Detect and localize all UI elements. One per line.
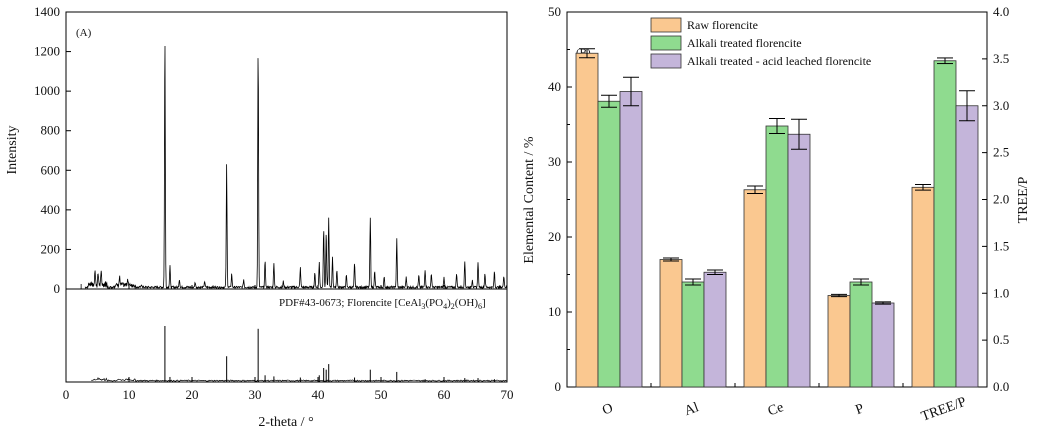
bar bbox=[911, 186, 935, 388]
bar bbox=[743, 189, 767, 388]
panel-a-label: (A) bbox=[76, 27, 92, 39]
bar bbox=[871, 302, 895, 388]
category-label: Ce bbox=[766, 400, 786, 419]
panel-a-y-tick-label: 1000 bbox=[34, 83, 60, 98]
panel-a-y-tick-label: 0 bbox=[54, 281, 61, 296]
panel-a-x-tick-label: 60 bbox=[438, 387, 451, 402]
xrd-curve bbox=[84, 45, 508, 290]
panel-b-y-tick-label: 50 bbox=[548, 4, 561, 19]
panel-a-y-tick-label: 800 bbox=[41, 123, 61, 138]
panel-a-y-tick-label: 1200 bbox=[34, 44, 60, 59]
panel-a-frame bbox=[65, 11, 508, 383]
panel-a-x-tick-label: 10 bbox=[123, 387, 136, 402]
panel-a-x-tick-label: 20 bbox=[186, 387, 199, 402]
panel-b-y2-tick-label: 0.0 bbox=[993, 379, 1009, 394]
panel-b-y2-tick-label: 1.0 bbox=[993, 285, 1009, 300]
bar bbox=[619, 91, 643, 388]
bar bbox=[575, 52, 599, 388]
panel-b-right-ticks: 0.0 0.5 1.0 1.5 2.0 2.5 3.0 3.5 4.0 bbox=[982, 4, 1009, 394]
panel-a-y-tick-label: 200 bbox=[41, 241, 61, 256]
panel-b-y-tick-label: 10 bbox=[548, 304, 561, 319]
panel-b-y2-title: TREE/P bbox=[1016, 176, 1031, 223]
panel-a-y-tick-label: 600 bbox=[41, 162, 61, 177]
xrd-pattern bbox=[80, 45, 508, 290]
category-label: Al bbox=[683, 400, 701, 419]
reference-pattern bbox=[91, 326, 508, 382]
legend-label: Raw florencite bbox=[687, 18, 758, 32]
panel-b-y-tick-label: 0 bbox=[555, 379, 562, 394]
legend: Raw florencite Alkali treated florencite A… bbox=[650, 17, 871, 69]
panel-b-y2-tick-label: 4.0 bbox=[993, 4, 1009, 19]
panel-b-y2-tick-label: 2.0 bbox=[993, 192, 1009, 207]
bar bbox=[933, 60, 957, 388]
bar bbox=[765, 125, 789, 388]
legend-swatch bbox=[650, 35, 682, 51]
panel-a-y-tick-label: 400 bbox=[41, 202, 61, 217]
panel-a-x-title: 2-theta / ° bbox=[258, 415, 313, 430]
bar bbox=[597, 100, 621, 388]
legend-swatch bbox=[650, 53, 682, 69]
panel-b-y2-tick-label: 2.5 bbox=[993, 145, 1009, 160]
bar bbox=[703, 271, 727, 388]
legend-label: Alkali treated florencite bbox=[687, 36, 802, 50]
bar bbox=[849, 281, 873, 388]
panel-b-y2-tick-label: 0.5 bbox=[993, 332, 1009, 347]
panel-a-y-title: Intensity bbox=[5, 126, 20, 175]
panel-a-x-tick-label: 0 bbox=[63, 387, 70, 402]
reference-baseline bbox=[91, 376, 508, 382]
panel-b-bars bbox=[575, 48, 988, 388]
bar bbox=[681, 281, 705, 388]
panel-b-left-ticks: 0 10 20 30 40 50 bbox=[548, 4, 572, 394]
panel-b-y-tick-label: 30 bbox=[548, 154, 561, 169]
panel-b-y-title: Elemental Content / % bbox=[522, 136, 537, 263]
panel-b-y2-tick-label: 1.5 bbox=[993, 238, 1009, 253]
legend-label: Alkali treated - acid leached florencite bbox=[687, 54, 871, 68]
panel-a-y-tick-label: 1400 bbox=[34, 4, 60, 19]
legend-swatch bbox=[650, 17, 682, 33]
category-label: O bbox=[600, 401, 615, 419]
reference-label: PDF#43-0673; Florencite [CeAl3(PO4)2(OH)… bbox=[279, 297, 486, 311]
panel-b-y2-tick-label: 3.5 bbox=[993, 51, 1009, 66]
panel-a-x-tick-label: 30 bbox=[249, 387, 262, 402]
panel-b-y-tick-label: 20 bbox=[548, 229, 561, 244]
bar bbox=[827, 295, 851, 388]
category-label: TREE/P bbox=[919, 395, 968, 425]
bar bbox=[955, 105, 979, 388]
bar bbox=[787, 133, 811, 388]
panel-b-y2-tick-label: 3.0 bbox=[993, 98, 1009, 113]
panel-a-x-tick-label: 70 bbox=[501, 387, 514, 402]
panel-b-category-labels: O Al Ce P TREE/P bbox=[600, 395, 968, 425]
panel-a-y-ticks: 0 200 400 600 800 1000 1200 1400 bbox=[34, 4, 71, 296]
panel-a: (A) 0 10 20 30 40 50 60 70 0 200 400 600 800 1000 120… bbox=[5, 4, 514, 430]
panel-a-x-tick-label: 40 bbox=[312, 387, 325, 402]
panel-a-x-tick-label: 50 bbox=[375, 387, 388, 402]
category-label: P bbox=[854, 401, 867, 418]
bar bbox=[659, 259, 683, 388]
panel-b-y-tick-label: 40 bbox=[548, 79, 561, 94]
